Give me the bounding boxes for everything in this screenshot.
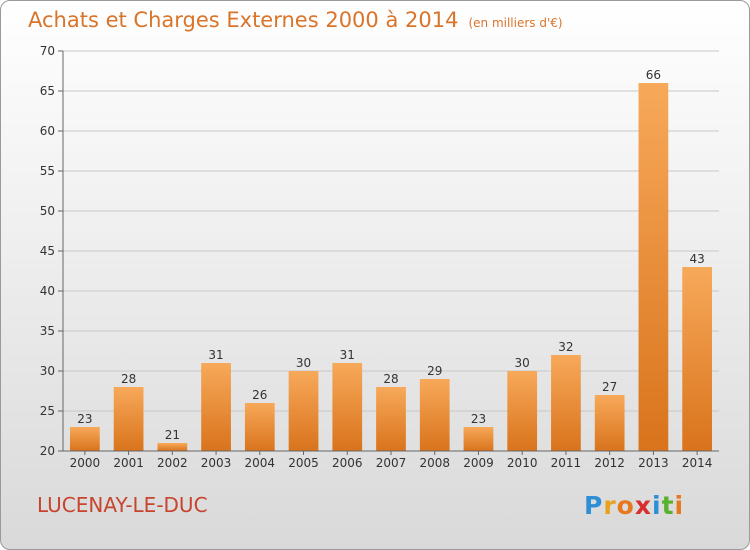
logo-letter: i [674,491,685,520]
x-tick-label: 2010 [507,456,538,470]
bar [113,387,144,451]
bar-value-label: 43 [689,252,704,266]
bars [69,83,713,451]
bar-value-label: 31 [208,348,223,362]
y-tick-label: 70 [40,44,55,58]
proxiti-logo: Proxiti [584,491,684,520]
x-tick-label: 2009 [463,456,494,470]
commune-name: LUCENAY-LE-DUC [37,493,208,517]
x-tick-label: 2004 [245,456,276,470]
bar [288,371,319,451]
axes [58,50,719,455]
bar [551,355,581,451]
bar-value-label: 31 [340,348,355,362]
x-tick-label: 2005 [288,456,319,470]
y-tick-label: 50 [40,204,55,218]
y-tick-label: 45 [40,244,55,258]
bar-value-label: 29 [427,364,442,378]
bar [376,387,406,451]
chart-title: Achats et Charges Externes 2000 à 2014 (e… [28,8,563,32]
bar [638,83,669,451]
chart-title-text: Achats et Charges Externes 2000 à 2014 [28,8,459,32]
bar-value-label: 27 [602,380,617,394]
y-tick-label: 60 [40,124,55,138]
grid-lines [63,50,719,412]
x-tick-label: 2011 [551,456,582,470]
y-tick-label: 20 [40,444,55,458]
bar-value-label: 32 [558,340,573,354]
bar [201,363,231,451]
bar [244,403,275,451]
bar-value-label: 30 [515,356,530,370]
bar-value-label: 66 [646,68,661,82]
bar-value-label: 23 [471,412,486,426]
y-tick-label: 40 [40,284,55,298]
logo-letter: x [634,491,652,520]
x-tick-label: 2003 [201,456,232,470]
logo-letter: P [584,491,604,520]
y-tick-label: 55 [40,164,55,178]
x-tick-label: 2012 [594,456,625,470]
bar [69,427,100,451]
x-tick-label: 2001 [113,456,144,470]
bar-value-label: 21 [165,428,180,442]
x-tick-label: 2000 [70,456,101,470]
x-tick-label: 2002 [157,456,188,470]
bar [419,379,450,451]
bar [682,267,713,451]
y-tick-label: 30 [40,364,55,378]
bar [157,443,188,451]
logo-letter: i [652,491,662,520]
labels: 20 25 30 35 40 45 50 55 60 65 70 23 2000 28 2001 21 2002… [40,44,713,470]
y-tick-label: 25 [40,404,55,418]
x-tick-label: 2007 [376,456,407,470]
y-tick-label: 35 [40,324,55,338]
bar [332,363,363,451]
bar [594,395,625,451]
bar-value-label: 28 [383,372,398,386]
logo-letter: o [616,491,635,520]
x-tick-label: 2013 [638,456,669,470]
bar-value-label: 28 [121,372,136,386]
x-tick-label: 2008 [419,456,450,470]
logo-letter: t [661,491,675,520]
x-tick-label: 2014 [682,456,713,470]
x-tick-label: 2006 [332,456,363,470]
bar [463,427,494,451]
bar-value-label: 26 [252,388,267,402]
y-tick-label: 65 [40,84,55,98]
bar-value-label: 30 [296,356,311,370]
bar-value-label: 23 [77,412,92,426]
logo-letter: r [603,491,617,520]
bar [507,371,538,451]
chart-unit: (en milliers d'€) [468,16,563,30]
